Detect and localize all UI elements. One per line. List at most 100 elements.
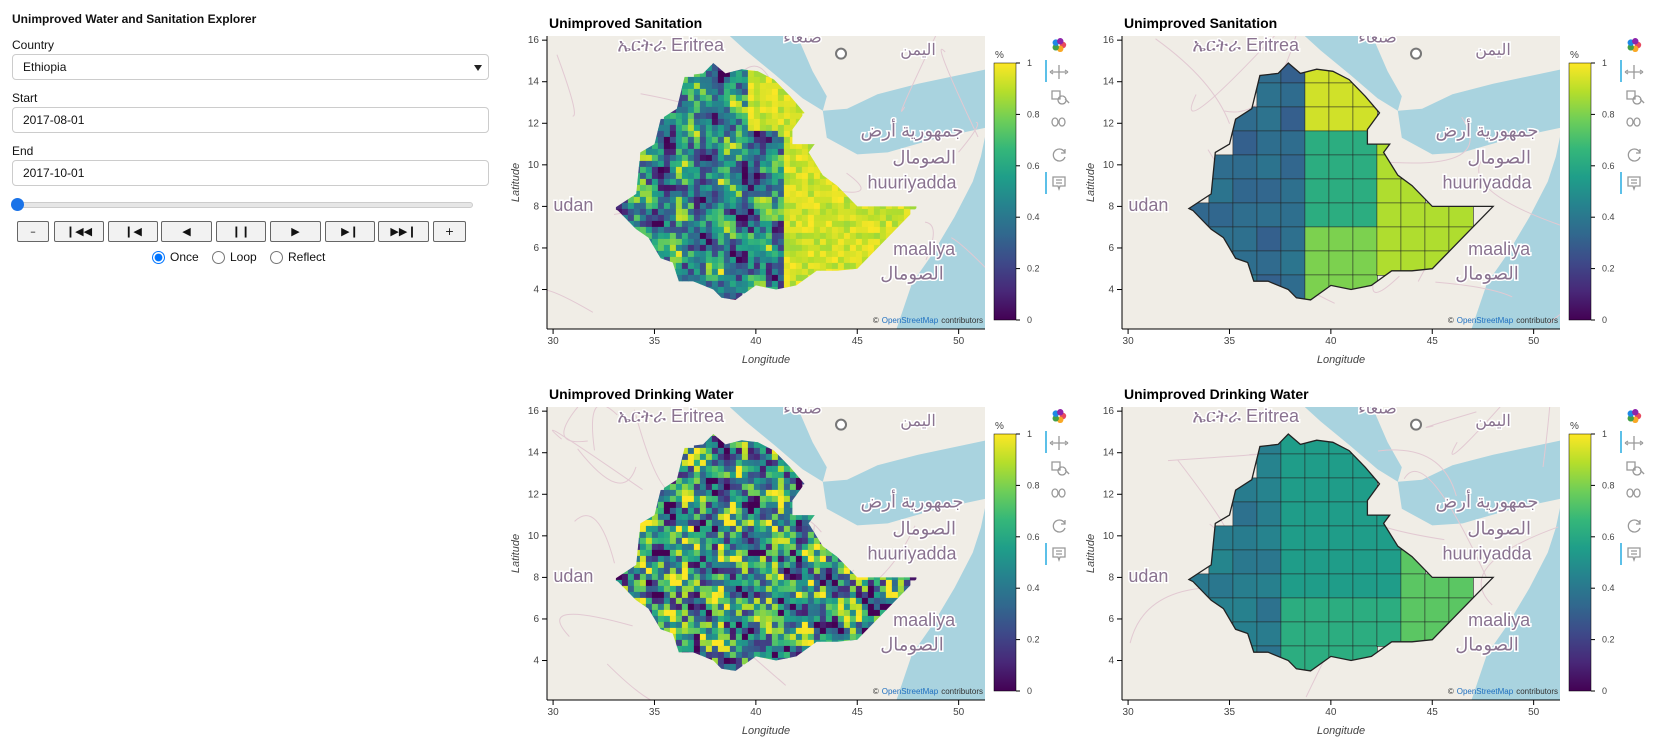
hover-tool[interactable] [1052, 176, 1066, 192]
raster-cell [777, 256, 785, 264]
raster-cell [723, 585, 731, 593]
raster-cell [759, 154, 767, 162]
attribution-link[interactable]: OpenStreetMap [882, 316, 939, 325]
reset-tool[interactable] [1052, 519, 1066, 533]
player-button[interactable]: ❙◀◀ [54, 221, 104, 242]
player-button[interactable]: ▶❙ [325, 221, 375, 242]
raster-cell [717, 262, 725, 270]
mode-radio[interactable] [270, 250, 283, 264]
raster-cell [687, 579, 695, 587]
pan-tool[interactable] [1049, 436, 1069, 450]
raster-cell [819, 591, 827, 599]
raster-cell [651, 525, 659, 533]
raster-cell [663, 537, 671, 545]
raster-cell [771, 82, 779, 90]
raster-cell [771, 453, 779, 461]
pan-tool[interactable] [1624, 65, 1644, 79]
slider-handle[interactable] [11, 198, 24, 211]
raster-cell [729, 274, 737, 282]
map-data [613, 434, 919, 671]
toolbar [1045, 38, 1070, 194]
raster-cell [771, 232, 779, 240]
raster-cell [675, 531, 683, 539]
player-button[interactable]: ▶ [270, 221, 321, 242]
raster-cell [663, 585, 671, 593]
raster-cell [693, 226, 701, 234]
raster-cell [723, 645, 731, 653]
raster-cell [783, 573, 791, 581]
raster-cell [849, 597, 857, 605]
raster-cell [813, 555, 821, 563]
raster-cell [777, 118, 785, 126]
reset-tool[interactable] [1627, 148, 1641, 162]
reset-tool[interactable] [1627, 519, 1641, 533]
region [1280, 250, 1306, 276]
raster-cell [885, 579, 893, 587]
select-arrow [474, 65, 482, 71]
region [1280, 226, 1306, 252]
mode-radio[interactable] [152, 250, 165, 264]
raster-cell [735, 519, 743, 527]
box-zoom-tool[interactable] [1626, 90, 1645, 105]
attribution-link[interactable]: OpenStreetMap [882, 687, 939, 696]
raster-cell [735, 555, 743, 563]
raster-cell [771, 651, 779, 659]
raster-cell [765, 447, 773, 455]
raster-cell [789, 645, 797, 653]
raster-cell [711, 501, 719, 509]
raster-cell [759, 555, 767, 563]
raster-cell [759, 453, 767, 461]
hover-tool[interactable] [1052, 547, 1066, 563]
raster-cell [699, 501, 707, 509]
wheel-zoom-tool[interactable] [1051, 117, 1066, 127]
reset-tool[interactable] [1052, 148, 1066, 162]
raster-cell [687, 537, 695, 545]
raster-cell [723, 70, 731, 78]
raster-cell [717, 555, 725, 563]
end-input[interactable]: 2017-10-01 [12, 160, 489, 186]
raster-cell [777, 160, 785, 168]
hover-tool[interactable] [1627, 176, 1641, 192]
pan-tool[interactable] [1624, 436, 1644, 450]
box-zoom-tool[interactable] [1051, 90, 1070, 105]
raster-cell [723, 292, 731, 300]
raster-cell [663, 244, 671, 252]
wheel-zoom-tool[interactable] [1626, 488, 1641, 498]
raster-cell [771, 190, 779, 198]
player-button[interactable]: ▶▶❙ [378, 221, 429, 242]
raster-cell [765, 561, 773, 569]
raster-cell [675, 597, 683, 605]
attribution-link[interactable]: OpenStreetMap [1457, 316, 1514, 325]
raster-cell [699, 585, 707, 593]
wheel-zoom-tool[interactable] [1051, 488, 1066, 498]
raster-cell [681, 465, 689, 473]
raster-cell [717, 190, 725, 198]
player-button[interactable]: ❙❙ [216, 221, 266, 242]
wheel-zoom-tool[interactable] [1626, 117, 1641, 127]
raster-cell [855, 579, 863, 587]
attribution-link[interactable]: OpenStreetMap [1457, 687, 1514, 696]
raster-cell [687, 118, 695, 126]
country-select[interactable]: Ethiopia [12, 54, 489, 80]
player-button[interactable]: + [433, 221, 466, 242]
raster-cell [831, 621, 839, 629]
raster-cell [663, 112, 671, 120]
box-zoom-tool[interactable] [1051, 461, 1070, 476]
mode-option[interactable]: Reflect [270, 250, 325, 264]
region [1280, 106, 1306, 132]
player-button[interactable]: ◀ [161, 221, 212, 242]
mode-option[interactable]: Loop [212, 250, 257, 264]
raster-cell [801, 172, 809, 180]
mode-radio[interactable] [212, 250, 225, 264]
start-input[interactable]: 2017-08-01 [12, 107, 489, 133]
player-button[interactable]: ❙◀ [108, 221, 158, 242]
map-road [940, 48, 979, 138]
hover-tool[interactable] [1627, 547, 1641, 563]
mode-option[interactable]: Once [152, 250, 199, 264]
pan-tool[interactable] [1049, 65, 1069, 79]
raster-cell [819, 603, 827, 611]
box-zoom-tool[interactable] [1626, 461, 1645, 476]
raster-cell [837, 256, 845, 264]
player-button[interactable]: – [17, 221, 49, 242]
